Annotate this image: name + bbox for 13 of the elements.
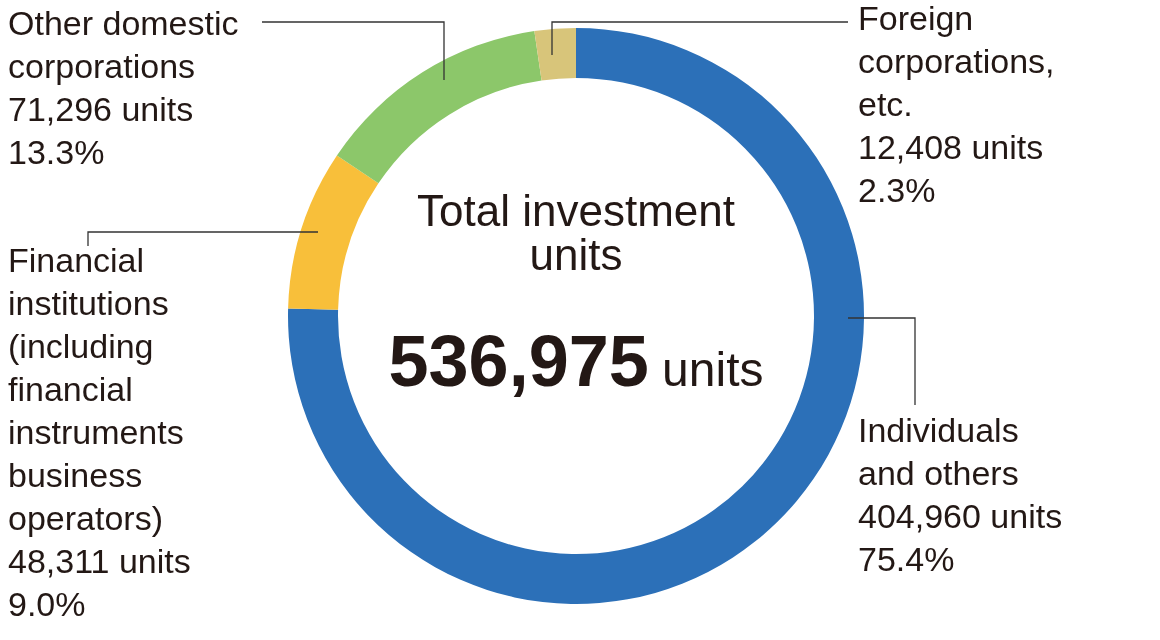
- data-label: 404,960 units 75.4%: [858, 497, 1063, 578]
- slice-label: Other domestic corporations: [8, 4, 239, 85]
- donut-slice: [534, 28, 576, 81]
- text: 536,975 units: [388, 321, 764, 401]
- data-label: 48,311 units 9.0%: [8, 542, 191, 623]
- slice-label: Foreign corporations, etc.: [858, 0, 1055, 123]
- donut-slice: [336, 31, 542, 184]
- slice-label: Individuals and others: [858, 411, 1019, 492]
- text: Total investment units: [417, 186, 735, 279]
- slice-label: Financial institutions (including financial instruments business operators): [8, 241, 184, 537]
- donut-slice: [288, 155, 379, 310]
- data-label: 12,408 units 2.3%: [858, 128, 1044, 209]
- data-label: 71,296 units 13.3%: [8, 90, 194, 171]
